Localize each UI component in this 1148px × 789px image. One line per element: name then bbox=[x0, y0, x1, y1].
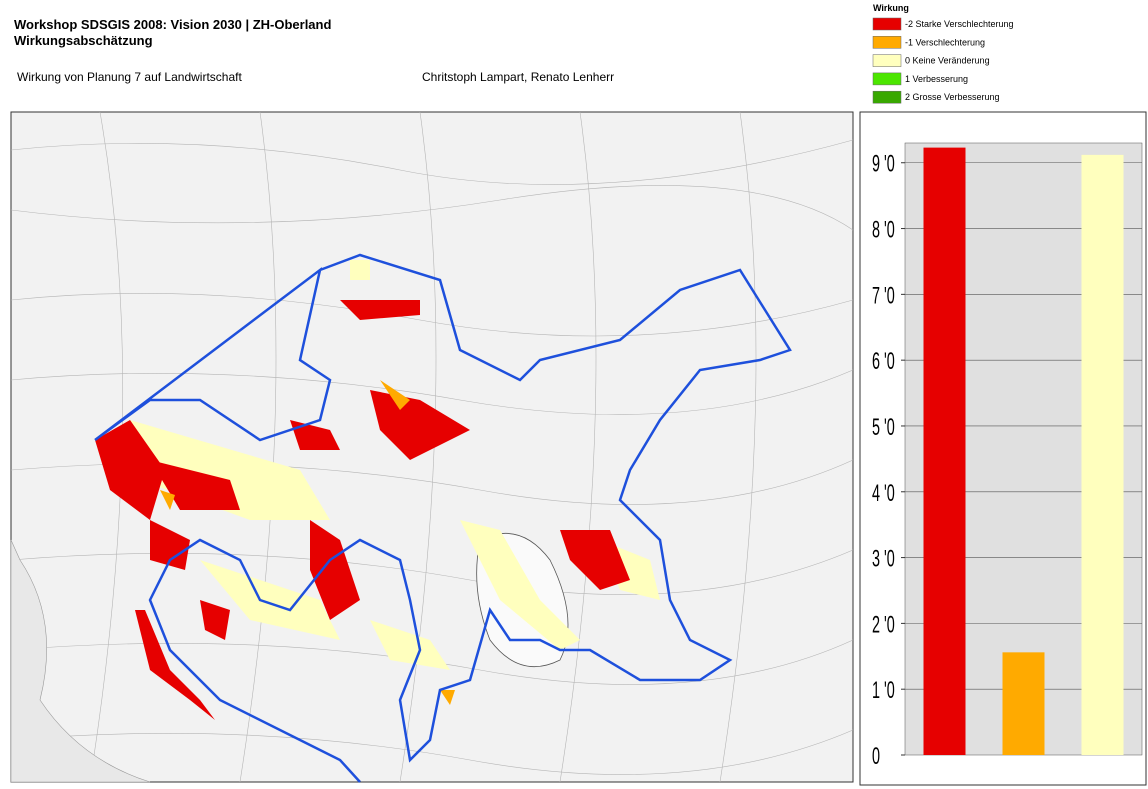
legend-label: -2 Starke Verschlechterung bbox=[905, 19, 1014, 29]
bar bbox=[923, 147, 966, 755]
legend-swatch bbox=[872, 36, 902, 49]
y-tick-label: 7 '0 bbox=[872, 283, 895, 310]
legend-title: Wirkung bbox=[873, 3, 909, 13]
caption: Wirkung von Planung 7 auf Landwirtschaft bbox=[17, 70, 242, 84]
legend-label: -1 Verschlechterung bbox=[905, 37, 985, 47]
y-tick-label: 2 '0 bbox=[872, 612, 895, 639]
y-tick-label: 3 '0 bbox=[872, 546, 895, 573]
legend-swatch bbox=[872, 54, 902, 67]
y-tick-label: 1 '0 bbox=[872, 678, 895, 705]
y-tick-label: 9 '0 bbox=[872, 151, 895, 178]
y-tick-label: 5 '0 bbox=[872, 414, 895, 441]
authors: Chritstoph Lampart, Renato Lenherr bbox=[422, 70, 615, 84]
y-tick-label: 4 '0 bbox=[872, 480, 895, 507]
legend-swatch bbox=[872, 90, 902, 104]
y-tick-label: 6 '0 bbox=[872, 349, 895, 376]
legend-label: 0 Keine Veränderung bbox=[905, 56, 990, 66]
y-tick-label: 8 '0 bbox=[872, 217, 895, 244]
legend-swatch bbox=[872, 17, 902, 31]
legend-label: 2 Grosse Verbesserung bbox=[905, 92, 1000, 102]
map bbox=[10, 111, 854, 783]
y-tick-label: 0 bbox=[872, 743, 880, 770]
legend-swatch bbox=[872, 72, 902, 86]
legend-label: 1 Verbesserung bbox=[905, 74, 968, 84]
subtitle: Wirkungsabschätzung bbox=[14, 33, 153, 48]
bar bbox=[1081, 154, 1124, 755]
bar bbox=[1002, 652, 1045, 755]
title: Workshop SDSGIS 2008: Vision 2030 | ZH-O… bbox=[14, 17, 332, 32]
